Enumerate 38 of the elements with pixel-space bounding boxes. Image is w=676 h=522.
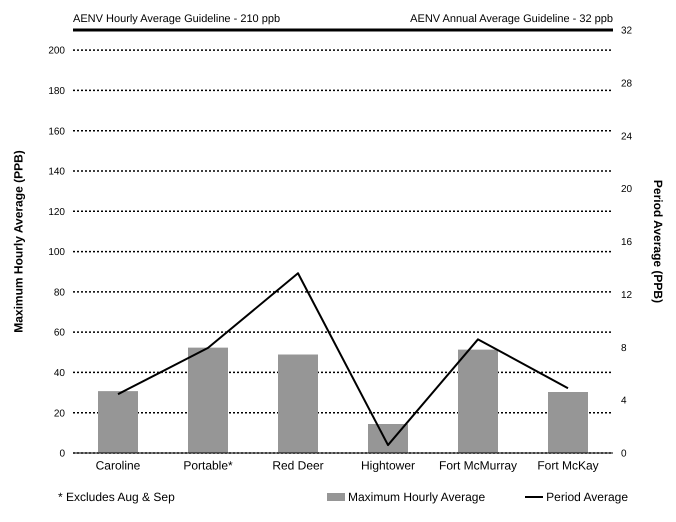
bar xyxy=(98,391,138,453)
bar xyxy=(458,350,498,453)
y-tick-label: 40 xyxy=(54,368,66,379)
bar xyxy=(278,354,318,453)
y2-tick-label: 12 xyxy=(621,290,633,301)
y2-tick-label: 28 xyxy=(621,78,633,90)
y-tick-label: 180 xyxy=(48,86,66,97)
x-tick-label: Fort McMurray xyxy=(439,458,517,473)
y2-tick-label: 0 xyxy=(621,448,627,460)
y-tick-label: 140 xyxy=(48,166,66,178)
y2-tick-label: 24 xyxy=(621,131,633,142)
legend-label: Period Average xyxy=(546,490,628,504)
bar xyxy=(548,392,588,453)
y-tick-label: 20 xyxy=(54,408,66,420)
text: * Excludes Aug & Sep xyxy=(58,490,175,504)
y2-tick-label: 16 xyxy=(621,237,633,248)
ref-line-label: AENV Hourly Average Guideline - 210 ppb xyxy=(73,12,280,25)
y2-tick-label: 32 xyxy=(621,26,633,37)
y2-tick-label: 20 xyxy=(621,184,633,196)
y-axis-title: Maximum Hourly Average (PPB) xyxy=(11,150,26,333)
x-tick-label: Caroline xyxy=(96,458,141,473)
x-tick-label: Portable* xyxy=(183,458,234,473)
x-tick-label: Fort McKay xyxy=(537,458,599,473)
y-tick-label: 80 xyxy=(54,287,66,298)
x-tick-label: Hightower xyxy=(360,458,416,473)
x-tick-label: Red Deer xyxy=(272,458,324,473)
y2-tick-label: 4 xyxy=(621,396,627,407)
y-tick-label: 120 xyxy=(48,206,66,218)
y-tick-label: 100 xyxy=(48,247,66,258)
text: AENV Annual Average Guideline - 32 ppb xyxy=(410,13,613,25)
y2-axis-title: Period Average (PPB) xyxy=(650,180,665,304)
y-tick-label: 200 xyxy=(48,46,66,57)
y-tick-label: 60 xyxy=(54,328,66,339)
y-tick-label: 0 xyxy=(59,448,66,460)
bar xyxy=(188,348,228,453)
y-tick-label: 160 xyxy=(48,126,66,138)
legend-label: Maximum Hourly Average xyxy=(348,490,486,504)
y2-tick-label: 8 xyxy=(621,342,627,354)
